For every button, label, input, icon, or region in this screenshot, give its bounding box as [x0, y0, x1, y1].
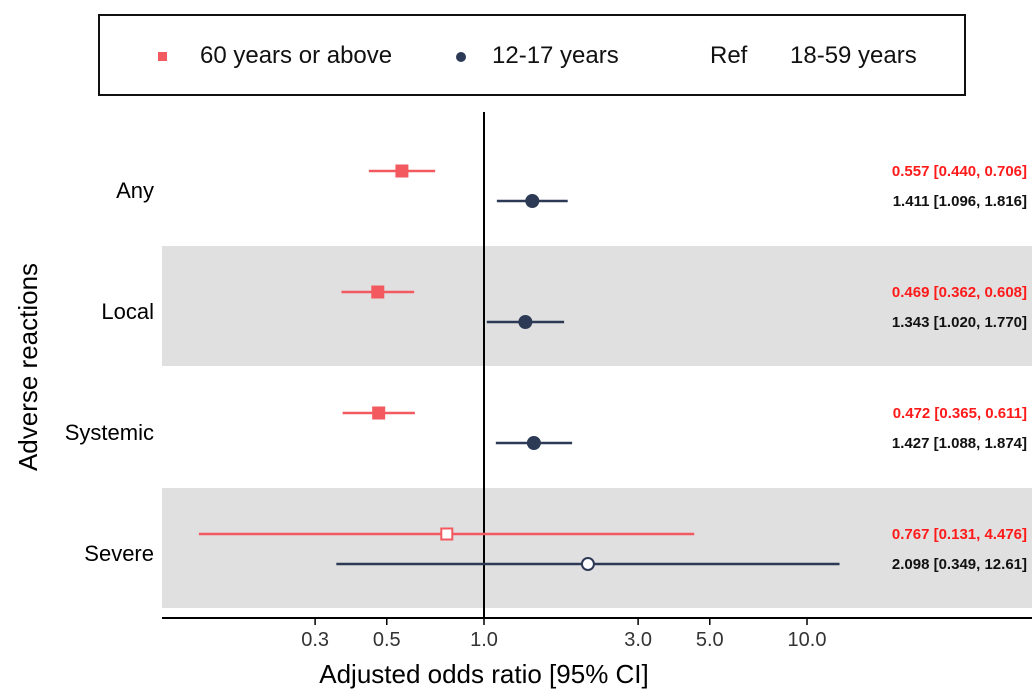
point-circle-systemic [526, 436, 541, 450]
point-circle-severe [580, 557, 595, 571]
x-tick-label: 1.0 [470, 629, 498, 651]
band-severe [162, 488, 1032, 608]
legend-ref-label: 18-59 years [790, 42, 917, 69]
y-axis-label: Adverse reactions [13, 263, 43, 471]
category-labels: Any Local Systemic Severe [65, 178, 154, 566]
value-label-circle-local: 1.343 [1.020, 1.770] [892, 314, 1027, 331]
value-label-circle-severe: 2.098 [0.349, 12.61] [892, 556, 1027, 573]
x-axis-label: Adjusted odds ratio [95% CI] [319, 659, 649, 689]
x-tick-label: 5.0 [696, 629, 724, 651]
legend-ref-tag: Ref [710, 42, 748, 69]
row-bands [162, 246, 1032, 608]
point-square-severe [440, 527, 454, 541]
category-label-systemic: Systemic [65, 420, 154, 445]
data-marks [198, 164, 840, 571]
point-square-systemic [372, 406, 386, 420]
x-tick-label: 10.0 [788, 629, 827, 651]
category-label-severe: Severe [84, 541, 154, 566]
point-circle-any [525, 194, 540, 208]
value-label-square-local: 0.469 [0.362, 0.608] [892, 284, 1027, 301]
value-label-circle-any: 1.411 [1.096, 1.816] [893, 193, 1027, 210]
x-tick-label: 3.0 [624, 629, 652, 651]
x-tick-label: 0.5 [373, 629, 401, 651]
x-axis-ticks: 0.3 0.5 1.0 3.0 5.0 10.0 [301, 618, 826, 651]
value-label-square-systemic: 0.472 [0.365, 0.611] [893, 405, 1027, 422]
legend: 60 years or above 12-17 years Ref 18-59 … [98, 14, 966, 96]
value-label-square-any: 0.557 [0.440, 0.706] [892, 163, 1027, 180]
point-square-any [395, 164, 409, 178]
legend-square-marker [158, 52, 167, 61]
legend-item-younger: 12-17 years [492, 42, 619, 69]
value-label-circle-systemic: 1.427 [1.088, 1.874] [892, 435, 1027, 452]
value-label-square-severe: 0.767 [0.131, 4.476] [892, 526, 1027, 543]
band-local [162, 246, 1032, 366]
category-label-any: Any [116, 178, 154, 203]
legend-item-older: 60 years or above [200, 42, 393, 69]
value-labels: 0.557 [0.440, 0.706] 0.469 [0.362, 0.608]… [892, 163, 1027, 573]
point-circle-local [518, 315, 533, 329]
category-label-local: Local [101, 299, 154, 324]
legend-circle-marker [456, 52, 466, 62]
point-square-local [371, 285, 385, 299]
x-tick-label: 0.3 [301, 629, 329, 651]
